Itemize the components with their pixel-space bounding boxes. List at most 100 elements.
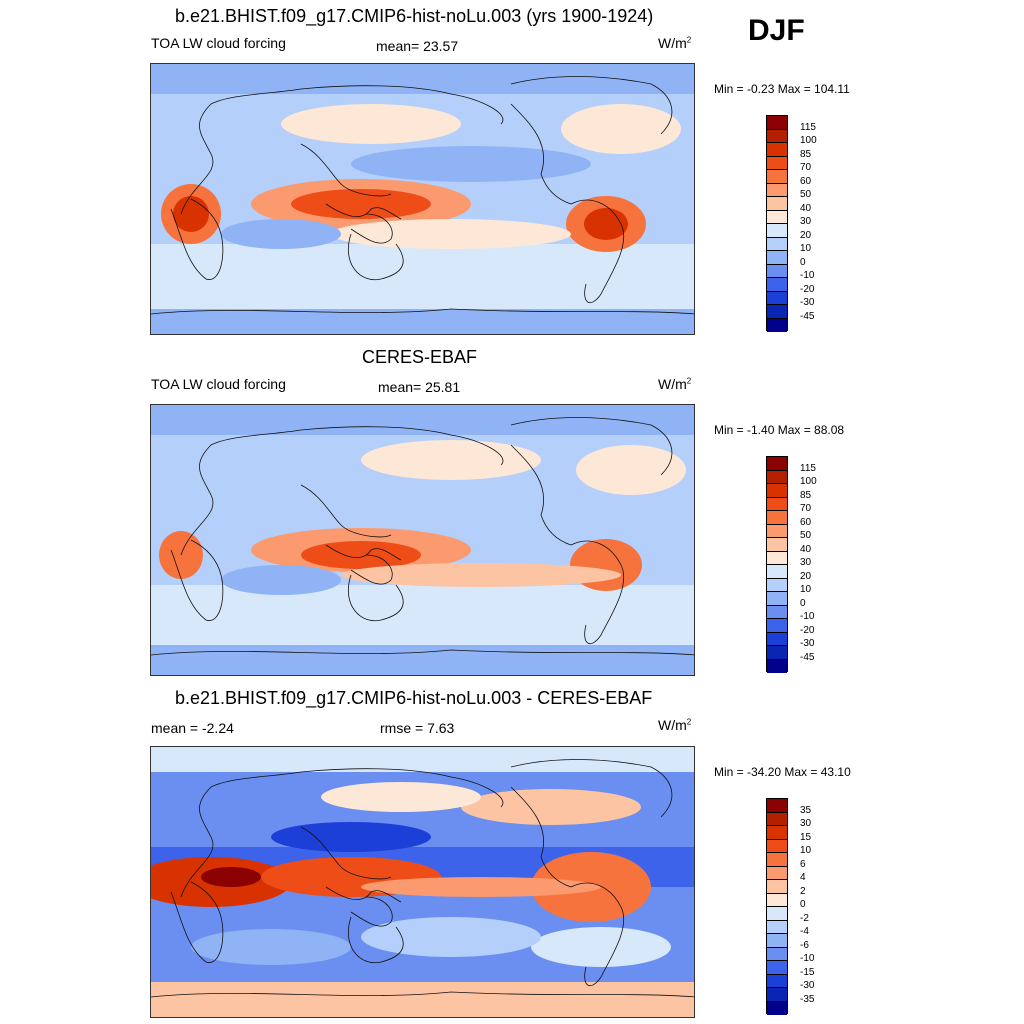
panel-title: b.e21.BHIST.f09_g17.CMIP6-hist-noLu.003 … bbox=[175, 688, 653, 708]
colorbar-swatch bbox=[767, 278, 787, 292]
colorbar-scale bbox=[766, 798, 788, 1015]
colorbar-tick-label: -10 bbox=[800, 611, 815, 622]
colorbar-swatch bbox=[767, 470, 787, 484]
colorbar-tick-label: 40 bbox=[800, 543, 812, 555]
colorbar-swatch bbox=[767, 156, 787, 170]
colorbar-swatch bbox=[767, 318, 787, 332]
colorbar-swatch bbox=[767, 497, 787, 511]
colorbar-swatch bbox=[767, 947, 787, 961]
colorbar-swatch bbox=[767, 129, 787, 143]
colorbar-tick-label: -30 bbox=[800, 980, 815, 991]
colorbar-tick-label: -10 bbox=[800, 270, 815, 281]
colorbar-tick-label: 0 bbox=[800, 597, 806, 609]
colorbar-tick-label: -45 bbox=[800, 651, 815, 663]
colorbar-swatch bbox=[767, 880, 787, 894]
colorbar-tick-label: 2 bbox=[800, 885, 806, 897]
colorbar-tick-label: -35 bbox=[800, 993, 815, 1005]
colorbar-tick-label: -20 bbox=[800, 624, 815, 636]
colorbar-swatch bbox=[767, 170, 787, 184]
colorbar-tick-label: 6 bbox=[800, 858, 806, 870]
colorbar-tick-label: -4 bbox=[800, 926, 809, 937]
colorbar-tick-label: -30 bbox=[800, 297, 815, 308]
colorbar-swatch bbox=[767, 1001, 787, 1015]
colorbar-swatch bbox=[767, 646, 787, 660]
colorbar-swatch bbox=[767, 511, 787, 525]
colorbar-tick-label: 30 bbox=[800, 818, 812, 829]
season-label: DJF bbox=[748, 14, 805, 47]
colorbar-tick-label: -10 bbox=[800, 953, 815, 964]
mean-label: mean= 25.81 bbox=[378, 379, 461, 395]
world-map bbox=[150, 746, 695, 1018]
units-label: W/m2 bbox=[658, 717, 692, 733]
colorbar-swatch bbox=[767, 224, 787, 238]
units-label: W/m2 bbox=[658, 35, 692, 51]
colorbar-swatch bbox=[767, 619, 787, 633]
colorbar-tick-label: 70 bbox=[800, 503, 812, 514]
colorbar-swatch bbox=[767, 116, 787, 130]
colorbar-tick-label: 0 bbox=[800, 899, 806, 910]
colorbar-tick-label: -15 bbox=[800, 966, 815, 978]
colorbar-tick-label: 30 bbox=[800, 216, 812, 227]
contour-field bbox=[151, 747, 694, 1017]
colorbar-tick-label: 0 bbox=[800, 256, 806, 268]
colorbar-swatch bbox=[767, 659, 787, 673]
mean-label: mean = -2.24 bbox=[151, 720, 234, 736]
colorbar-tick-label: 10 bbox=[800, 584, 812, 595]
colorbar-tick-label: 50 bbox=[800, 530, 812, 541]
colorbar-tick-label: 115 bbox=[800, 462, 816, 474]
colorbar-swatch bbox=[767, 565, 787, 579]
colorbar-tick-label: 20 bbox=[800, 229, 812, 241]
colorbar-swatch bbox=[767, 551, 787, 565]
colorbar-tick-label: 35 bbox=[800, 804, 812, 816]
world-map bbox=[150, 63, 695, 335]
min-max-label: Min = -1.40 Max = 88.08 bbox=[714, 423, 845, 437]
min-max-label: Min = -34.20 Max = 43.10 bbox=[714, 765, 851, 779]
colorbar-swatch bbox=[767, 251, 787, 265]
colorbar-tick-label: 100 bbox=[800, 135, 817, 146]
colorbar-swatch bbox=[767, 264, 787, 278]
colorbar-tick-label: -45 bbox=[800, 310, 815, 322]
colorbar-tick-label: 20 bbox=[800, 570, 812, 582]
contour-field bbox=[151, 64, 694, 334]
colorbar-swatch bbox=[767, 143, 787, 157]
colorbar-swatch bbox=[767, 538, 787, 552]
variable-label: TOA LW cloud forcing bbox=[151, 376, 286, 392]
colorbar-swatch bbox=[767, 237, 787, 251]
colorbar-tick-label: 60 bbox=[800, 175, 812, 187]
colorbar-swatch bbox=[767, 812, 787, 826]
colorbar-tick-label: -30 bbox=[800, 638, 815, 649]
colorbar-swatch bbox=[767, 605, 787, 619]
colorbar-swatch bbox=[767, 988, 787, 1002]
variable-label: TOA LW cloud forcing bbox=[151, 35, 286, 51]
panel-title: CERES-EBAF bbox=[362, 347, 478, 367]
colorbar-tick-label: 100 bbox=[800, 476, 817, 487]
colorbar-tick-label: 85 bbox=[800, 489, 812, 501]
colorbar-scale bbox=[766, 456, 788, 673]
colorbar-swatch bbox=[767, 578, 787, 592]
colorbar-swatch bbox=[767, 457, 787, 471]
colorbar-tick-label: 60 bbox=[800, 516, 812, 528]
contour-field bbox=[151, 405, 694, 675]
colorbar-swatch bbox=[767, 893, 787, 907]
colorbar-swatch bbox=[767, 484, 787, 498]
colorbar-swatch bbox=[767, 524, 787, 538]
colorbar-tick-label: 115 bbox=[800, 121, 816, 133]
colorbar-swatch bbox=[767, 934, 787, 948]
colorbar-tick-label: -6 bbox=[800, 939, 809, 951]
colorbar-tick-label: 10 bbox=[800, 243, 812, 254]
colorbar-swatch bbox=[767, 799, 787, 813]
colorbar-swatch bbox=[767, 210, 787, 224]
colorbar-swatch bbox=[767, 920, 787, 934]
colorbar-swatch bbox=[767, 853, 787, 867]
colorbar-tick-label: -2 bbox=[800, 912, 809, 924]
colorbar-swatch bbox=[767, 197, 787, 211]
rmse-label: rmse = 7.63 bbox=[380, 720, 455, 736]
colorbar-tick-label: -20 bbox=[800, 283, 815, 295]
colorbar-tick-label: 10 bbox=[800, 845, 812, 856]
colorbar-scale bbox=[766, 115, 788, 332]
colorbar-swatch bbox=[767, 866, 787, 880]
colorbar-tick-label: 85 bbox=[800, 148, 812, 160]
colorbar-tick-label: 40 bbox=[800, 202, 812, 214]
panel-title: b.e21.BHIST.f09_g17.CMIP6-hist-noLu.003 … bbox=[175, 6, 654, 26]
colorbar-swatch bbox=[767, 305, 787, 319]
